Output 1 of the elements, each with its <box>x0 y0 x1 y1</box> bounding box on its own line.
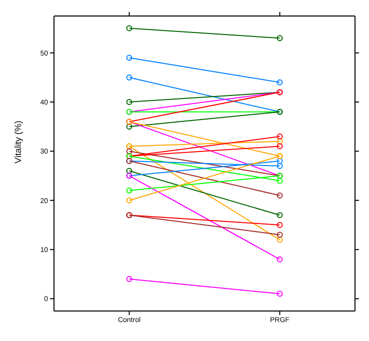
y-axis-title: Vitality (%) <box>13 120 24 164</box>
